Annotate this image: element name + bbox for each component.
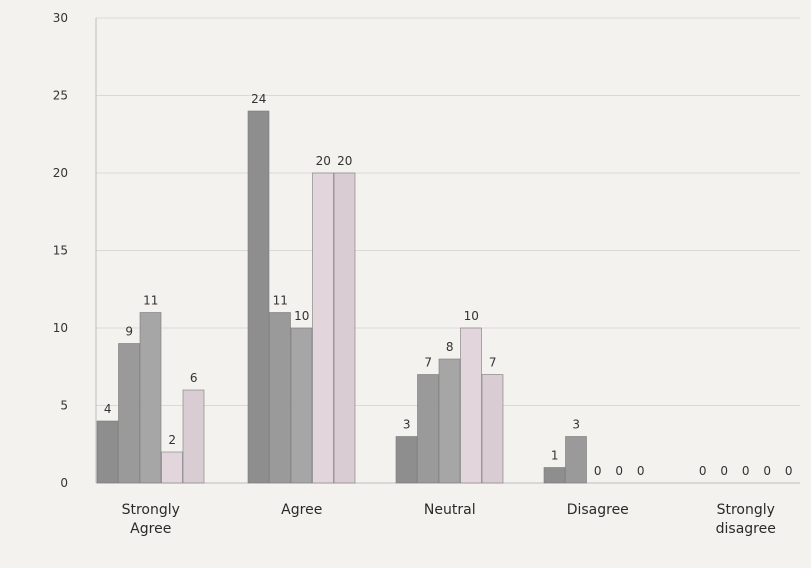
data-label: 3 bbox=[403, 418, 411, 432]
data-label: 9 bbox=[125, 325, 133, 339]
category-label: Strongly bbox=[122, 502, 180, 518]
bar bbox=[395, 436, 418, 484]
bar bbox=[460, 327, 482, 484]
data-label: 0 bbox=[637, 464, 645, 478]
y-tick-label: 10 bbox=[53, 321, 68, 335]
category-labels: Strongly Agree Agree Neutral Disagree Strongl… bbox=[122, 502, 776, 537]
bar bbox=[118, 343, 140, 484]
data-label: 3 bbox=[572, 418, 580, 432]
category-label: Strongly bbox=[717, 502, 775, 518]
bar bbox=[139, 312, 162, 484]
bar bbox=[417, 374, 439, 484]
data-label: 20 bbox=[337, 154, 352, 168]
data-label: 11 bbox=[143, 294, 158, 308]
bar bbox=[565, 436, 587, 484]
category-label: Neutral bbox=[424, 502, 476, 518]
data-label: 0 bbox=[785, 464, 793, 478]
y-tick-label: 5 bbox=[60, 399, 68, 413]
data-label: 4 bbox=[104, 402, 112, 416]
bar bbox=[481, 374, 504, 484]
category-label: Disagree bbox=[567, 502, 629, 518]
data-label: 0 bbox=[763, 464, 771, 478]
data-label: 0 bbox=[699, 464, 707, 478]
bar bbox=[182, 389, 205, 484]
category-label: Agree bbox=[281, 502, 322, 518]
y-tick-label: 25 bbox=[53, 89, 68, 103]
data-label: 0 bbox=[615, 464, 623, 478]
y-tick-label: 0 bbox=[60, 476, 68, 490]
data-label: 0 bbox=[720, 464, 728, 478]
data-label: 10 bbox=[464, 309, 479, 323]
bar bbox=[438, 358, 461, 484]
data-label: 7 bbox=[424, 356, 432, 370]
bar bbox=[96, 420, 119, 484]
gridlines bbox=[96, 17, 800, 406]
bar bbox=[269, 312, 291, 484]
bar bbox=[247, 110, 270, 484]
data-label: 2 bbox=[168, 433, 176, 447]
category-label: disagree bbox=[716, 521, 776, 537]
data-label: 0 bbox=[594, 464, 602, 478]
bar bbox=[312, 172, 334, 484]
data-label: 20 bbox=[316, 154, 331, 168]
bar bbox=[543, 467, 566, 484]
data-label: 11 bbox=[273, 294, 288, 308]
bar bbox=[333, 172, 356, 484]
y-tick-label: 15 bbox=[53, 244, 68, 258]
bars bbox=[96, 110, 587, 484]
data-label: 24 bbox=[251, 92, 266, 106]
data-label: 8 bbox=[446, 340, 454, 354]
bar bbox=[290, 327, 313, 484]
data-label: 0 bbox=[742, 464, 750, 478]
data-label: 6 bbox=[190, 371, 198, 385]
data-label: 10 bbox=[294, 309, 309, 323]
bar bbox=[161, 451, 183, 484]
data-label: 7 bbox=[489, 356, 497, 370]
y-tick-label: 20 bbox=[53, 166, 68, 180]
data-label: 1 bbox=[551, 449, 559, 463]
category-label: Agree bbox=[130, 521, 171, 537]
y-tick-label: 30 bbox=[53, 11, 68, 25]
